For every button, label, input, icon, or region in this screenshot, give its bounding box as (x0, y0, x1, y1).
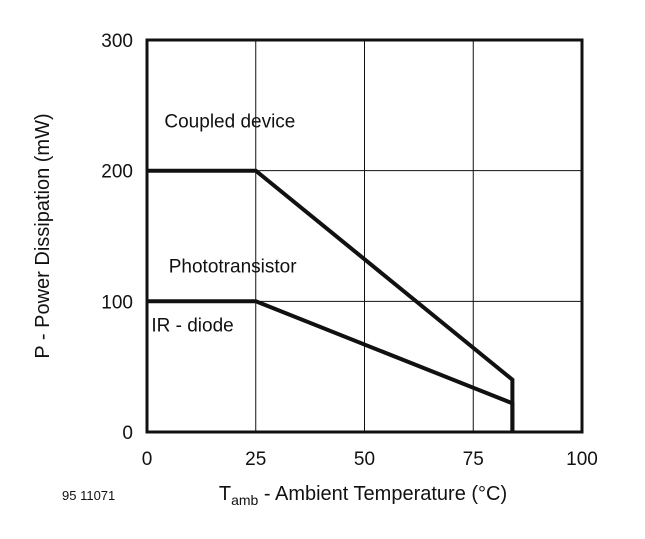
y-tick-labels: 0 100 200 300 (101, 31, 133, 444)
y-tick-label: 0 (122, 423, 133, 444)
x-tick-label: 0 (142, 449, 153, 470)
x-tick-labels: 0 25 50 75 100 (142, 449, 598, 470)
gridlines (147, 40, 582, 432)
x-tick-label: 100 (566, 449, 598, 470)
plot-frame (145, 38, 584, 434)
x-tick-label: 50 (354, 449, 375, 470)
y-tick-label: 300 (101, 31, 133, 52)
annotation-label: Coupled device (164, 112, 295, 133)
annotation-label: Phototransistor (169, 257, 297, 278)
y-tick-label: 200 (101, 162, 133, 183)
series-line-2 (147, 299, 515, 432)
figure-code: 95 11071 (62, 488, 115, 503)
annotation-label: IR - diode (151, 315, 233, 336)
x-axis-label-main: T (219, 483, 231, 505)
y-axis-label: P - Power Dissipation (mW) (32, 113, 54, 358)
x-axis-label: Tamb - Ambient Temperature (°C) (219, 483, 507, 508)
x-axis-label-rest: - Ambient Temperature (°C) (258, 483, 507, 505)
x-tick-label: 25 (245, 449, 266, 470)
y-tick-label: 100 (101, 292, 133, 313)
annotations: Coupled device Phototransistor IR - diode (151, 112, 297, 337)
series-lines (147, 168, 515, 432)
x-axis-label-subscript: amb (231, 492, 258, 508)
x-tick-label: 75 (463, 449, 484, 470)
